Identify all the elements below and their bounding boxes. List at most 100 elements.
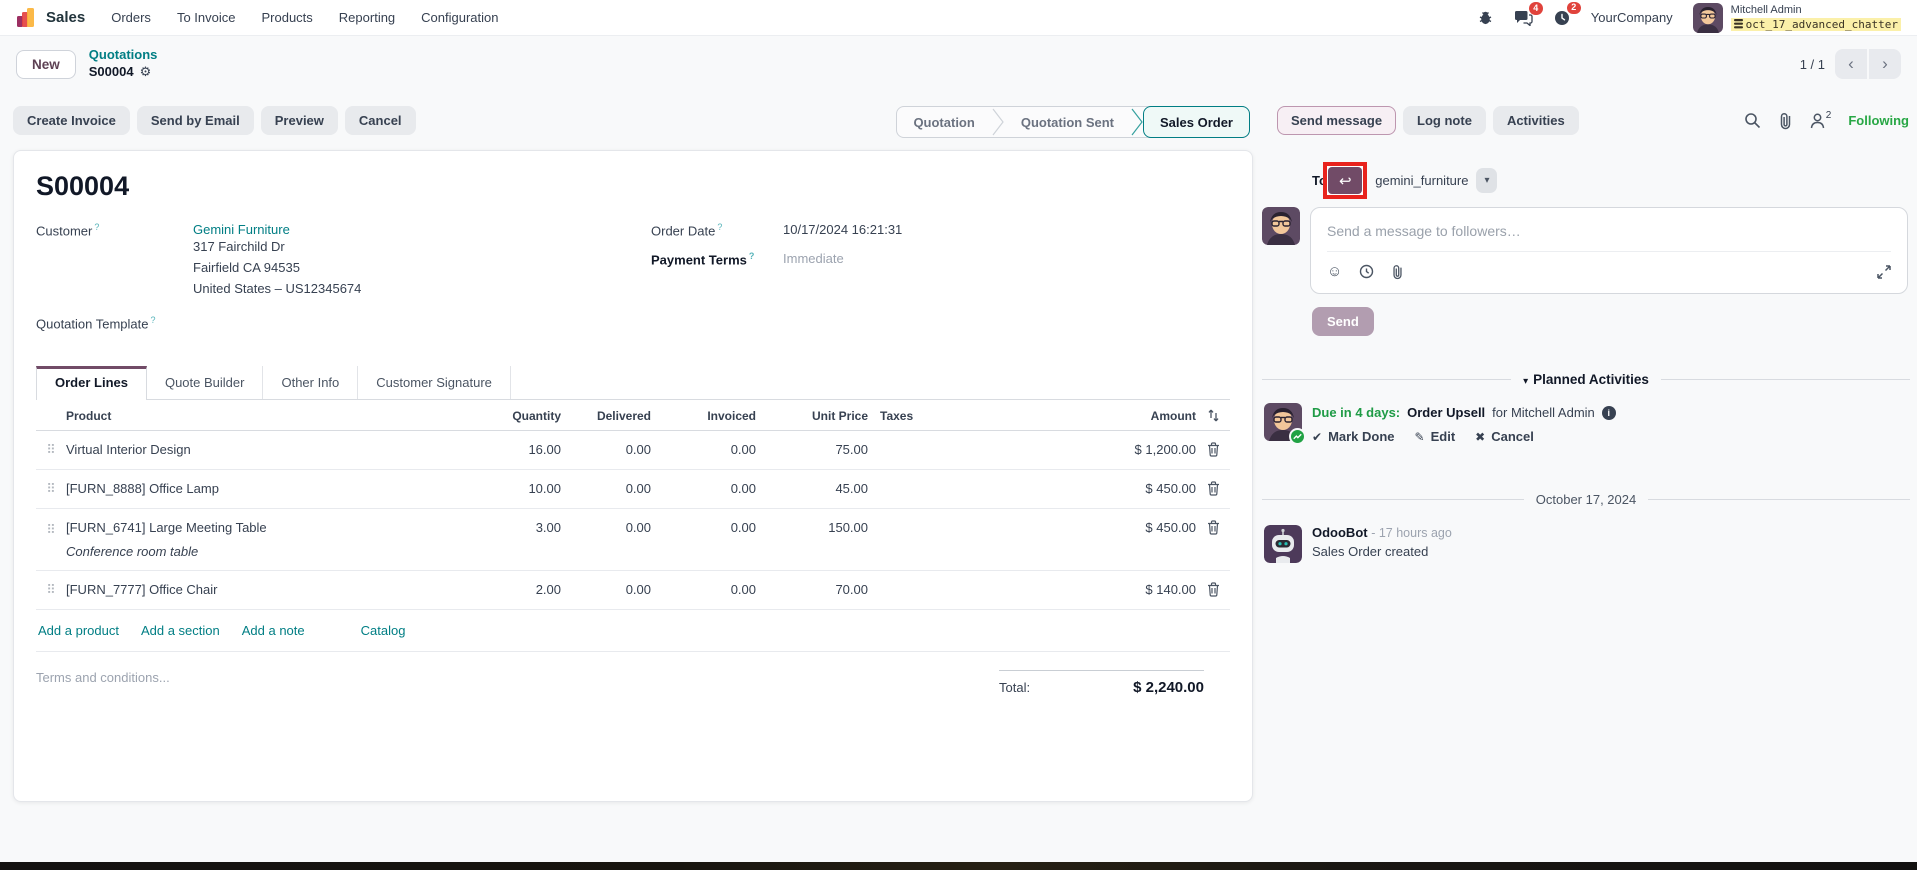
edit-activity-button[interactable]: ✎ Edit [1414,429,1456,444]
activities-clock-icon[interactable]: 2 [1553,1,1581,27]
add-note-link[interactable]: Add a note [241,622,305,638]
table-row[interactable]: ⠿ Virtual Interior Design 16.00 0.00 0.0… [36,431,1230,470]
check-icon: ✔ [1312,429,1323,444]
user-menu[interactable]: Mitchell Admin oct_17_advanced_chatter [1692,2,1901,33]
add-product-link[interactable]: Add a product [38,622,119,638]
optional-columns-icon[interactable] [1196,409,1230,422]
debug-bug-icon[interactable] [1477,9,1494,26]
cell-unit-price[interactable]: 45.00 [835,481,868,497]
drag-handle-icon[interactable]: ⠿ [46,480,56,496]
emoji-icon[interactable]: ☺ [1327,263,1343,280]
table-row[interactable]: ⠿ [FURN_6741] Large Meeting Table Confer… [36,509,1230,571]
cell-invoiced[interactable]: 0.00 [730,519,756,535]
log-note-button[interactable]: Log note [1403,106,1486,135]
messages-icon[interactable]: 4 [1514,2,1543,26]
tab-other-info[interactable]: Other Info [263,365,359,399]
search-messages-icon[interactable] [1744,112,1761,129]
chatter-message[interactable]: OdooBot - 17 hours ago Sales Order creat… [1264,525,1910,563]
cell-delivered[interactable]: 0.00 [625,519,651,535]
terms-and-conditions-field[interactable]: Terms and conditions... [36,669,170,685]
app-brand[interactable]: Sales [16,7,85,28]
schedule-activity-icon[interactable] [1359,264,1374,279]
cell-delivered[interactable]: 0.00 [625,442,651,458]
cell-delivered[interactable]: 0.00 [625,481,651,497]
cell-quantity[interactable]: 16.00 [528,442,561,458]
planned-activities-header[interactable]: ▾ Planned Activities [1262,372,1911,387]
delete-row-icon[interactable] [1196,481,1230,496]
cancel-activity-button[interactable]: ✖ Cancel [1475,429,1534,444]
cell-product[interactable]: [FURN_8888] Office Lamp [66,481,219,497]
menu-products[interactable]: Products [261,10,313,25]
table-row[interactable]: ⠿ [FURN_8888] Office Lamp 10.00 0.00 0.0… [36,470,1230,509]
cell-quantity[interactable]: 3.00 [535,519,561,535]
cell-invoiced[interactable]: 0.00 [730,481,756,497]
menu-orders[interactable]: Orders [111,10,151,25]
cell-quantity[interactable]: 2.00 [535,582,561,598]
attachments-paperclip-icon[interactable] [1778,112,1793,130]
header-product[interactable]: Product [66,408,112,423]
status-quotation[interactable]: Quotation [913,114,975,130]
followers-icon[interactable]: 2 [1810,110,1831,129]
send-message-button[interactable]: Send message [1277,106,1397,135]
pager: 1 / 1 ‹ › [1800,49,1901,79]
composer-input[interactable]: Send a message to followers… [1327,223,1521,239]
app-name[interactable]: Sales [46,9,86,26]
delete-row-icon[interactable] [1196,442,1230,457]
recipients-dropdown[interactable]: ▾ [1476,168,1498,193]
reply-button[interactable]: ↩ [1328,167,1363,194]
company-switcher[interactable]: YourCompany [1590,10,1673,25]
catalog-link[interactable]: Catalog [360,622,406,638]
cancel-button[interactable]: Cancel [344,106,416,135]
drag-handle-icon[interactable]: ⠿ [46,441,56,457]
attach-file-icon[interactable] [1391,264,1404,280]
activities-button[interactable]: Activities [1492,106,1579,135]
status-sales-order[interactable]: Sales Order [1143,106,1250,138]
gear-icon[interactable]: ⚙ [139,64,152,79]
tab-quote-builder[interactable]: Quote Builder [147,365,264,399]
drag-handle-icon[interactable]: ⠿ [46,581,56,597]
header-unit-price[interactable]: Unit Price [811,408,868,423]
header-taxes[interactable]: Taxes [880,408,914,423]
cell-product[interactable]: [FURN_6741] Large Meeting Table Conferen… [66,520,466,559]
send-by-email-button[interactable]: Send by Email [136,106,254,135]
pager-previous-button[interactable]: ‹ [1835,49,1867,79]
pager-next-button[interactable]: › [1869,49,1901,79]
following-toggle[interactable]: Following [1848,113,1909,128]
new-button[interactable]: New [16,49,76,79]
add-section-link[interactable]: Add a section [140,622,220,638]
cell-invoiced[interactable]: 0.00 [730,582,756,598]
menu-configuration[interactable]: Configuration [421,10,499,25]
header-amount[interactable]: Amount [1150,408,1196,423]
mark-done-button[interactable]: ✔ Mark Done [1312,429,1395,444]
cell-product[interactable]: Virtual Interior Design [66,442,191,458]
preview-button[interactable]: Preview [260,106,338,135]
cell-unit-price[interactable]: 75.00 [835,442,868,458]
info-icon[interactable]: i [1601,405,1616,420]
menu-to-invoice[interactable]: To Invoice [176,10,236,25]
cell-unit-price[interactable]: 150.00 [828,519,868,535]
create-invoice-button[interactable]: Create Invoice [13,106,130,135]
cell-quantity[interactable]: 10.00 [528,481,561,497]
drag-handle-icon[interactable]: ⠿ [46,521,56,537]
header-invoiced[interactable]: Invoiced [707,408,756,423]
delete-row-icon[interactable] [1196,520,1230,535]
table-row[interactable]: ⠿ [FURN_7777] Office Chair 2.00 0.00 0.0… [36,571,1230,610]
tab-customer-signature[interactable]: Customer Signature [358,365,511,399]
header-quantity[interactable]: Quantity [512,408,561,423]
cell-invoiced[interactable]: 0.00 [730,442,756,458]
cell-product[interactable]: [FURN_7777] Office Chair [66,582,218,598]
address-line: United States – US12345674 [193,280,362,296]
cell-unit-price[interactable]: 70.00 [835,582,868,598]
payment-terms-field[interactable]: Immediate [783,251,844,267]
breadcrumb-quotations-link[interactable]: Quotations [88,47,158,63]
expand-composer-icon[interactable] [1877,264,1891,279]
header-delivered[interactable]: Delivered [596,408,651,423]
order-date-value[interactable]: 10/17/2024 16:21:31 [783,222,903,237]
status-quotation-sent[interactable]: Quotation Sent [1020,114,1114,130]
menu-reporting[interactable]: Reporting [338,10,396,25]
customer-link[interactable]: Gemini Furniture [193,222,290,237]
cell-delivered[interactable]: 0.00 [625,582,651,598]
send-button[interactable]: Send [1312,307,1374,336]
tab-order-lines[interactable]: Order Lines [36,365,147,400]
delete-row-icon[interactable] [1196,582,1230,597]
